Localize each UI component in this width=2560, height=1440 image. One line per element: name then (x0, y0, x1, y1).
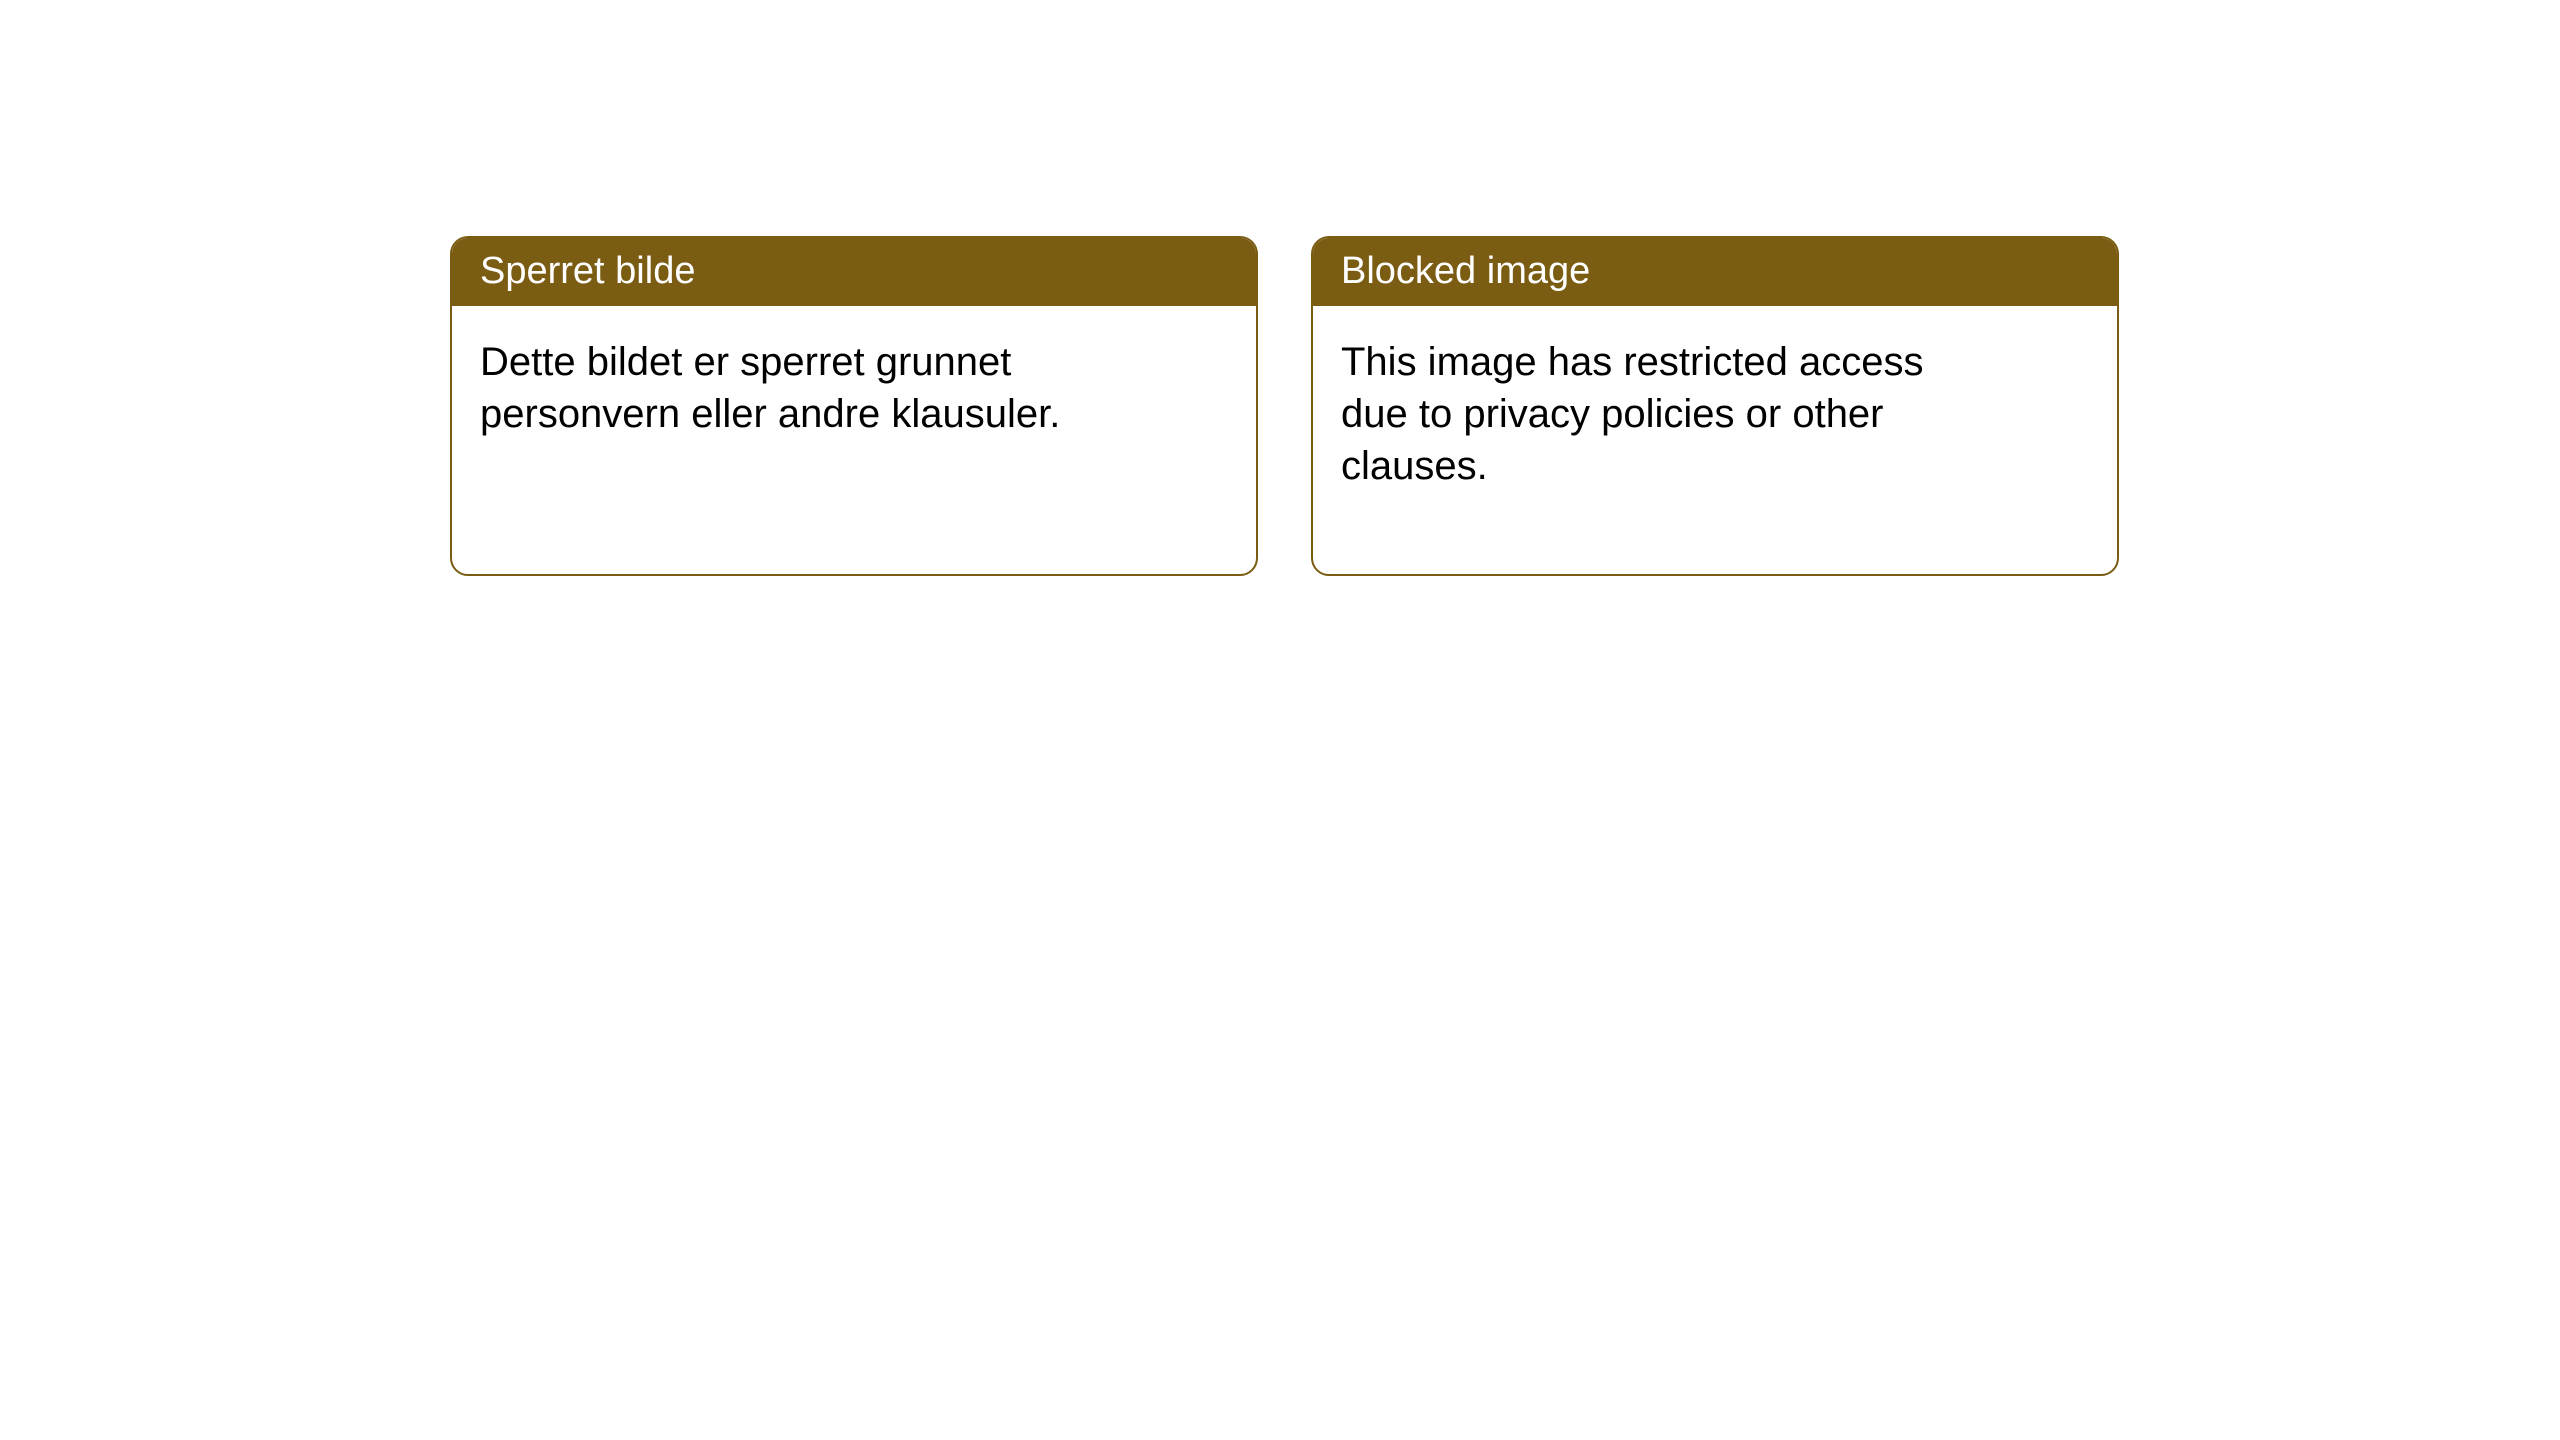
card-body-text: Dette bildet er sperret grunnet personve… (480, 340, 1060, 436)
card-title: Sperret bilde (480, 250, 695, 292)
card-body: Dette bildet er sperret grunnet personve… (452, 306, 1132, 470)
blocked-image-card-norwegian: Sperret bilde Dette bildet er sperret gr… (450, 236, 1258, 576)
card-header: Sperret bilde (452, 238, 1256, 306)
cards-container: Sperret bilde Dette bildet er sperret gr… (450, 236, 2119, 576)
card-body-text: This image has restricted access due to … (1341, 340, 1923, 488)
card-title: Blocked image (1341, 250, 1590, 292)
blocked-image-card-english: Blocked image This image has restricted … (1311, 236, 2119, 576)
card-body: This image has restricted access due to … (1313, 306, 1993, 522)
card-header: Blocked image (1313, 238, 2117, 306)
